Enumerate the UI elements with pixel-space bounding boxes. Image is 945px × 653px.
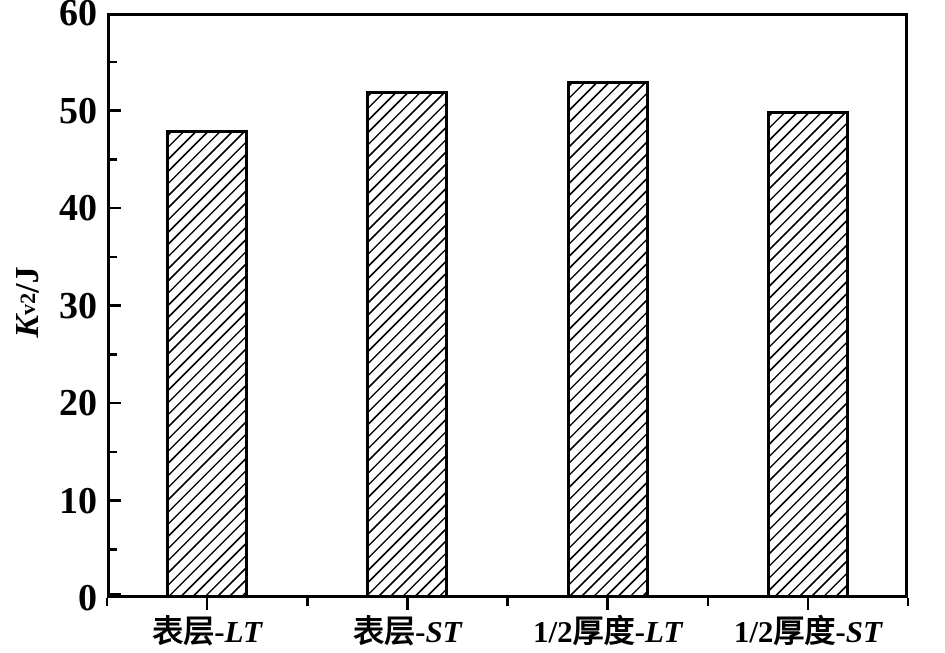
y-minor-tick [110,158,117,161]
y-minor-tick [110,255,117,258]
y-major-tick [110,304,121,307]
x-minor-tick [906,598,910,606]
y-tick-label: 40 [59,187,97,229]
bar-4 [766,110,849,595]
x-major-tick [606,598,609,610]
x-major-tick [205,598,209,610]
y-tick-label: 0 [78,577,97,619]
x-minor-tick [706,598,709,606]
y-major-tick [110,206,121,210]
y-tick-label: 10 [59,479,97,522]
y-major-tick [110,499,121,502]
bar-3 [566,81,649,595]
x-major-tick [406,598,409,610]
y-minor-tick [110,353,117,356]
x-category-label: 表层-ST [247,612,567,652]
y-tick-label: 60 [59,0,97,34]
x-category-suffix: ST [845,614,882,649]
y-minor-tick [110,60,117,63]
x-minor-tick [105,598,109,606]
x-major-tick [806,598,810,610]
y-minor-tick [110,450,117,453]
x-category-prefix: 1/2厚度- [733,614,846,649]
bar-1 [166,130,249,595]
y-major-tick [110,592,121,595]
y-minor-tick [110,548,117,551]
x-category-label: 1/2厚度-LT [448,612,768,652]
x-category-label: 1/2厚度-ST [648,612,945,652]
x-category-prefix: 表层- [152,614,225,649]
bar-2 [366,91,449,595]
x-category-suffix: LT [224,614,262,649]
x-category-prefix: 表层- [353,614,426,649]
x-category-prefix: 1/2厚度- [533,614,645,649]
y-tick-label: 30 [59,284,97,327]
y-major-tick [110,109,121,112]
x-category-label: 表层-LT [47,612,367,652]
x-category-suffix: LT [644,614,683,649]
x-category-suffix: ST [425,614,462,649]
y-tick-label: 20 [59,382,97,424]
y-tick-label: 50 [59,89,97,132]
x-minor-tick [506,598,509,606]
y-major-tick [110,401,121,405]
x-minor-tick [306,598,309,606]
